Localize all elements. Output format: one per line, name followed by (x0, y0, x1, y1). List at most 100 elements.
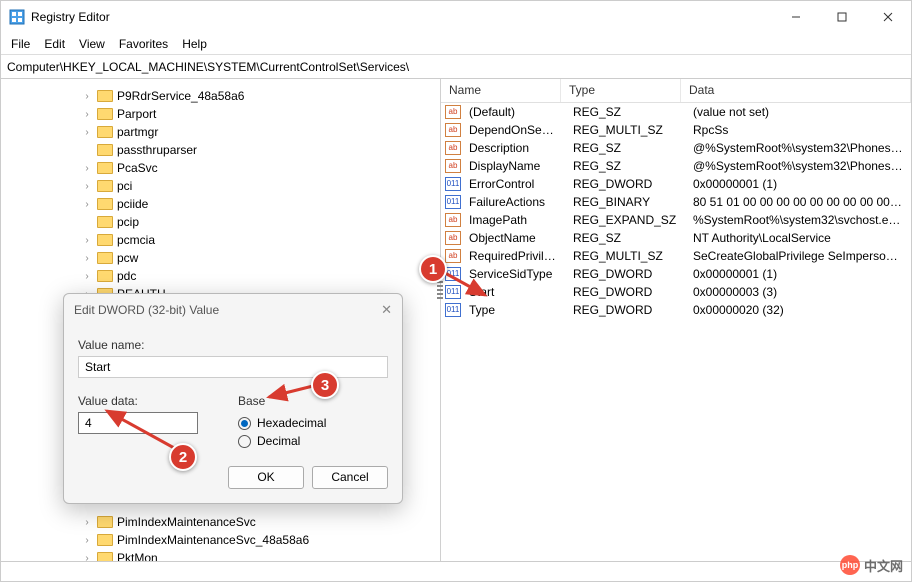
window-controls (773, 1, 911, 33)
tree-label: passthruparser (117, 143, 197, 157)
value-data: (value not set) (685, 105, 911, 119)
chevron-right-icon: › (81, 163, 93, 174)
menu-file[interactable]: File (11, 37, 30, 51)
value-row[interactable]: ab(Default)REG_SZ(value not set) (441, 103, 911, 121)
tree-label: P9RdrService_48a58a6 (117, 89, 244, 103)
folder-icon (97, 534, 113, 546)
value-row[interactable]: 011ServiceSidTypeREG_DWORD0x00000001 (1) (441, 265, 911, 283)
folder-icon (97, 90, 113, 102)
chevron-right-icon: › (81, 253, 93, 264)
value-row[interactable]: abRequiredPrivileg...REG_MULTI_SZSeCreat… (441, 247, 911, 265)
value-data: 0x00000020 (32) (685, 303, 911, 317)
tree-item[interactable]: ›PcaSvc (81, 159, 440, 177)
value-name: Start (461, 285, 565, 299)
value-name: Type (461, 303, 565, 317)
value-name: RequiredPrivileg... (461, 249, 565, 263)
string-value-icon: ab (445, 141, 461, 155)
value-name: Description (461, 141, 565, 155)
value-name: ObjectName (461, 231, 565, 245)
value-row[interactable]: 011FailureActionsREG_BINARY80 51 01 00 0… (441, 193, 911, 211)
folder-icon (97, 252, 113, 264)
ok-button[interactable]: OK (228, 466, 304, 489)
col-name[interactable]: Name (441, 79, 561, 102)
value-row[interactable]: abDisplayNameREG_SZ@%SystemRoot%\system3… (441, 157, 911, 175)
tree-item[interactable]: ›pciide (81, 195, 440, 213)
value-data: @%SystemRoot%\system32\Phoneserv (685, 141, 911, 155)
value-data: @%SystemRoot%\system32\Phoneserv (685, 159, 911, 173)
value-name: (Default) (461, 105, 565, 119)
chevron-right-icon: › (81, 271, 93, 282)
tree-item[interactable]: ›PktMon (81, 549, 440, 561)
tree-item[interactable]: ›partmgr (81, 123, 440, 141)
tree-item[interactable]: pcip (81, 213, 440, 231)
statusbar (1, 561, 911, 581)
close-button[interactable] (865, 1, 911, 33)
menu-view[interactable]: View (79, 37, 105, 51)
value-row[interactable]: abObjectNameREG_SZNT Authority\LocalServ… (441, 229, 911, 247)
radio-decimal[interactable]: Decimal (238, 434, 326, 448)
col-data[interactable]: Data (681, 79, 911, 102)
value-name: ErrorControl (461, 177, 565, 191)
tree-item[interactable]: passthruparser (81, 141, 440, 159)
value-data: NT Authority\LocalService (685, 231, 911, 245)
callout-2: 2 (169, 443, 197, 471)
chevron-right-icon: › (81, 199, 93, 210)
titlebar: Registry Editor (1, 1, 911, 33)
value-type: REG_SZ (565, 159, 685, 173)
value-row[interactable]: 011StartREG_DWORD0x00000003 (3) (441, 283, 911, 301)
tree-label: pcip (117, 215, 139, 229)
value-type: REG_MULTI_SZ (565, 123, 685, 137)
value-name-label: Value name: (78, 338, 388, 352)
binary-value-icon: 011 (445, 177, 461, 191)
value-type: REG_DWORD (565, 303, 685, 317)
tree-item[interactable]: ›Parport (81, 105, 440, 123)
tree-item[interactable]: ›PimIndexMaintenanceSvc (81, 513, 440, 531)
string-value-icon: ab (445, 159, 461, 173)
list-pane[interactable]: Name Type Data ab(Default)REG_SZ(value n… (441, 79, 911, 561)
value-data-label: Value data: (78, 394, 198, 408)
value-type: REG_MULTI_SZ (565, 249, 685, 263)
value-data: 80 51 01 00 00 00 00 00 00 00 00 00 04 0… (685, 195, 911, 209)
tree-item[interactable]: ›pdc (81, 267, 440, 285)
value-row[interactable]: abImagePathREG_EXPAND_SZ%SystemRoot%\sys… (441, 211, 911, 229)
chevron-right-icon: › (81, 535, 93, 546)
col-type[interactable]: Type (561, 79, 681, 102)
menu-edit[interactable]: Edit (44, 37, 65, 51)
address-input[interactable] (7, 60, 905, 74)
menu-favorites[interactable]: Favorites (119, 37, 168, 51)
cancel-button[interactable]: Cancel (312, 466, 388, 489)
binary-value-icon: 011 (445, 285, 461, 299)
tree-item[interactable]: › P9RdrService_48a58a6 (81, 87, 440, 105)
tree-item[interactable]: ›pcw (81, 249, 440, 267)
folder-icon (97, 144, 113, 156)
value-name: DependOnService (461, 123, 565, 137)
chevron-right-icon: › (81, 91, 93, 102)
radio-hex-icon (238, 417, 251, 430)
callout-1: 1 (419, 255, 447, 283)
radio-hexadecimal[interactable]: Hexadecimal (238, 416, 326, 430)
value-type: REG_DWORD (565, 267, 685, 281)
value-data: SeCreateGlobalPrivilege SeImpersonate (685, 249, 911, 263)
minimize-button[interactable] (773, 1, 819, 33)
tree-item[interactable]: ›pci (81, 177, 440, 195)
tree-item[interactable]: ›PimIndexMaintenanceSvc_48a58a6 (81, 531, 440, 549)
maximize-button[interactable] (819, 1, 865, 33)
value-name: ServiceSidType (461, 267, 565, 281)
value-row[interactable]: 011ErrorControlREG_DWORD0x00000001 (1) (441, 175, 911, 193)
watermark: php 中文网 (840, 555, 903, 575)
value-row[interactable]: abDescriptionREG_SZ@%SystemRoot%\system3… (441, 139, 911, 157)
value-name-field[interactable]: Start (78, 356, 388, 378)
dialog-close-button[interactable]: ✕ (381, 302, 392, 318)
watermark-text: 中文网 (864, 556, 903, 575)
chevron-right-icon: › (81, 553, 93, 562)
value-data-input[interactable] (78, 412, 198, 434)
value-row[interactable]: abDependOnServiceREG_MULTI_SZRpcSs (441, 121, 911, 139)
callout-3: 3 (311, 371, 339, 399)
value-row[interactable]: 011TypeREG_DWORD0x00000020 (32) (441, 301, 911, 319)
menu-help[interactable]: Help (182, 37, 207, 51)
string-value-icon: ab (445, 249, 461, 263)
string-value-icon: ab (445, 123, 461, 137)
tree-item[interactable]: ›pcmcia (81, 231, 440, 249)
chevron-right-icon: › (81, 127, 93, 138)
address-bar (1, 55, 911, 79)
